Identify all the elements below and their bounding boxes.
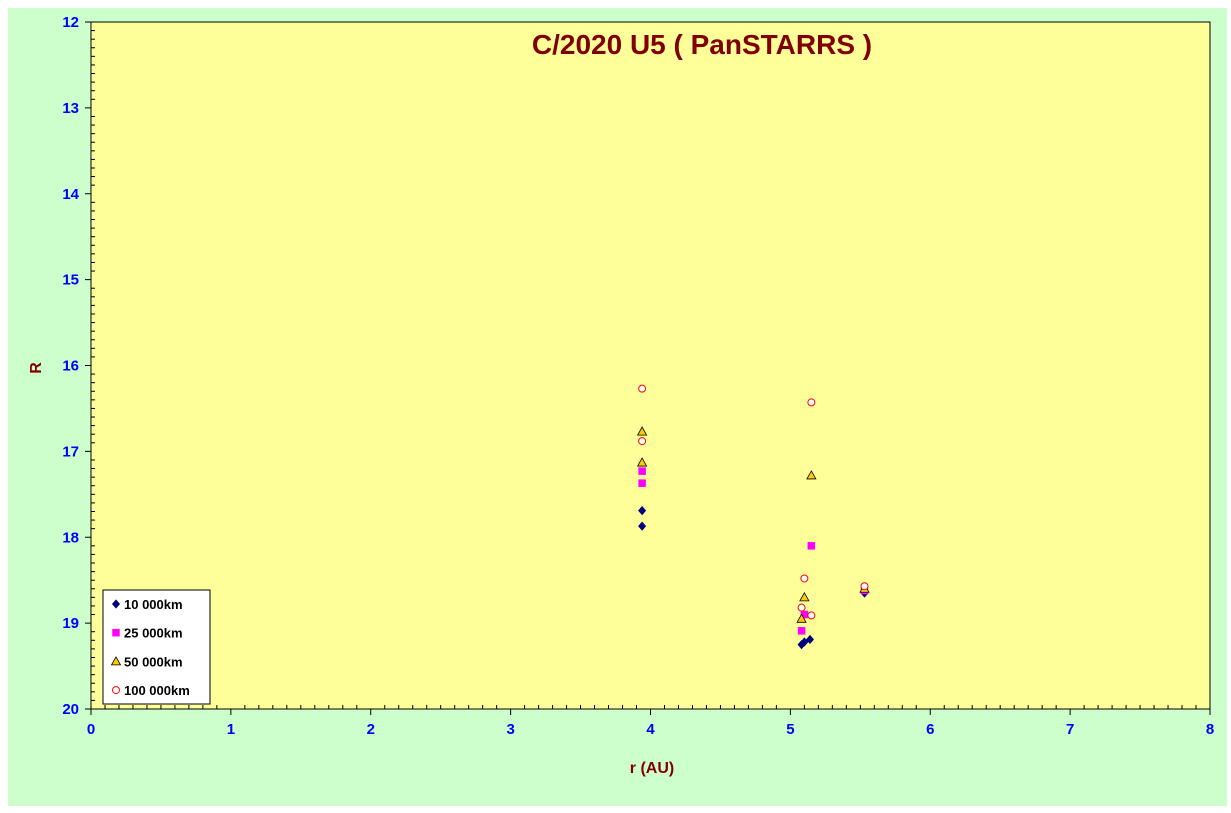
data-point bbox=[638, 384, 647, 393]
data-point bbox=[797, 627, 806, 635]
x-tick-label: 1 bbox=[227, 721, 235, 738]
legend-label: 25 000km bbox=[124, 626, 183, 641]
data-point bbox=[796, 613, 807, 623]
series-4 bbox=[638, 384, 869, 620]
legend-label: 50 000km bbox=[124, 654, 183, 669]
data-point bbox=[800, 574, 809, 583]
y-tick-label: 14 bbox=[62, 186, 79, 203]
data-point bbox=[806, 470, 817, 480]
x-tick-label: 0 bbox=[87, 721, 95, 738]
legend-marker bbox=[112, 686, 120, 695]
data-point bbox=[638, 506, 647, 516]
data-point bbox=[638, 437, 647, 446]
y-tick-label: 20 bbox=[62, 701, 79, 718]
data-point bbox=[636, 426, 648, 436]
series-1 bbox=[638, 506, 869, 650]
data-point bbox=[797, 603, 806, 612]
y-tick-label: 12 bbox=[62, 14, 79, 31]
y-axis-label: R bbox=[28, 362, 45, 374]
y-tick-label: 13 bbox=[62, 100, 79, 117]
legend-marker bbox=[112, 628, 120, 637]
data-point bbox=[805, 634, 814, 645]
x-tick-label: 2 bbox=[367, 721, 375, 738]
data-point bbox=[638, 521, 647, 531]
x-tick-label: 8 bbox=[1206, 721, 1214, 738]
data-points bbox=[636, 384, 870, 650]
data-point bbox=[799, 592, 810, 602]
y-tick-label: 16 bbox=[62, 358, 79, 375]
y-tick-label: 19 bbox=[62, 615, 79, 632]
series-3 bbox=[636, 426, 870, 623]
x-tick-label: 7 bbox=[1066, 721, 1074, 738]
y-tick-label: 17 bbox=[62, 443, 79, 460]
data-point bbox=[860, 582, 869, 591]
data-point bbox=[800, 637, 809, 647]
x-tick-label: 5 bbox=[786, 721, 794, 738]
x-tick-label: 6 bbox=[926, 721, 934, 738]
plot-area bbox=[90, 21, 1211, 710]
legend-label: 10 000km bbox=[124, 597, 183, 612]
y-tick-label: 18 bbox=[62, 529, 79, 546]
legend-box bbox=[102, 589, 211, 705]
legend-label: 100 000km bbox=[124, 683, 190, 698]
x-tick-label: 4 bbox=[646, 721, 655, 738]
data-point bbox=[807, 542, 816, 550]
legend: 10 000km 25 000km 50 000km 100 000km bbox=[102, 589, 211, 705]
chart-title: C/2020 U5 ( PanSTARRS ) bbox=[532, 29, 872, 60]
x-tick-label: 3 bbox=[506, 721, 514, 738]
y-tick-label: 15 bbox=[62, 272, 79, 289]
legend-marker bbox=[110, 656, 122, 666]
data-point bbox=[638, 479, 646, 487]
x-axis-label: r (AU) bbox=[630, 760, 674, 777]
data-point bbox=[807, 398, 816, 407]
data-point bbox=[807, 611, 816, 620]
legend-marker bbox=[111, 599, 121, 609]
data-point bbox=[638, 467, 646, 475]
data-point bbox=[636, 457, 648, 467]
